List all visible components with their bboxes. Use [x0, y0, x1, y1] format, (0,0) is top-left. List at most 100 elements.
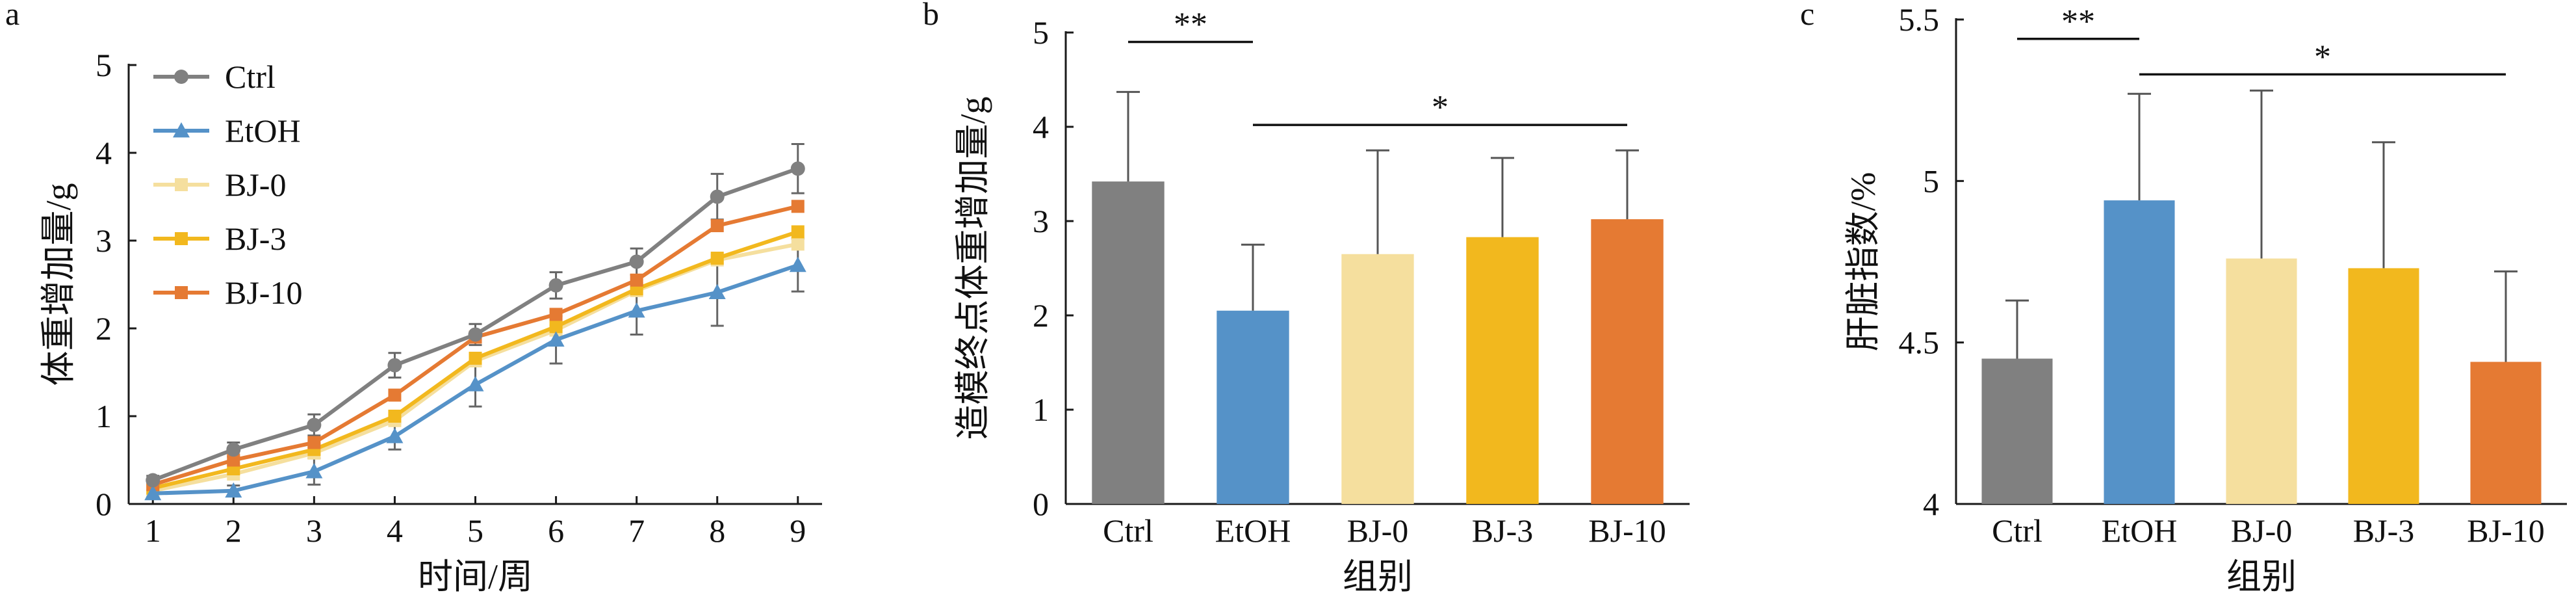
data-point-bj-10 [630, 273, 643, 287]
legend-marker-etoh [173, 122, 190, 138]
x-tick-label: 4 [387, 512, 403, 549]
data-point-bj-10 [710, 219, 724, 233]
x-tick-label-bj-3: BJ-3 [1472, 512, 1533, 549]
data-point-etoh [547, 331, 565, 347]
significance-marker: ** [1174, 7, 1207, 44]
x-tick-label: 3 [306, 512, 322, 549]
bar-bj-0 [1341, 254, 1414, 504]
data-point-ctrl [468, 327, 483, 342]
y-tick-label: 4 [1033, 109, 1049, 145]
legend-marker-ctrl [174, 70, 188, 84]
bar-ctrl [1092, 181, 1165, 504]
data-point-bj-3 [791, 225, 805, 239]
data-point-bj-10 [791, 200, 805, 213]
data-point-bj-10 [227, 453, 240, 467]
bar-etoh [1217, 310, 1289, 504]
x-tick-label-etoh: EtOH [2102, 512, 2178, 549]
y-tick-label: 0 [96, 486, 112, 522]
legend-label-bj-3: BJ-3 [225, 220, 286, 257]
panel-label-a: a [5, 0, 19, 32]
panel-label-b: b [923, 0, 939, 32]
y-tick-label: 3 [96, 222, 112, 259]
legend-label-etoh: EtOH [225, 112, 301, 149]
bar-bj-0 [2226, 258, 2297, 504]
data-point-ctrl [307, 417, 322, 432]
data-point-etoh [789, 256, 806, 272]
significance-marker: ** [2061, 3, 2095, 40]
data-point-ctrl [548, 278, 563, 293]
data-point-ctrl [629, 254, 644, 269]
data-point-ctrl [226, 442, 241, 457]
legend-marker-bj-0 [175, 178, 188, 191]
y-tick-label: 3 [1033, 203, 1049, 239]
legend-label-ctrl: Ctrl [225, 59, 276, 95]
y-tick-label: 4 [96, 135, 112, 171]
y-tick-label: 2 [1033, 297, 1049, 334]
data-point-etoh [708, 284, 726, 300]
y-tick-label: 0 [1033, 486, 1049, 522]
data-point-bj-0 [791, 237, 805, 251]
x-axis-title: 组别 [1343, 557, 1413, 595]
data-point-bj-3 [469, 351, 482, 365]
bar-bj-3 [2348, 268, 2419, 504]
legend-label-bj-0: BJ-0 [225, 166, 286, 203]
data-point-etoh [305, 463, 323, 479]
y-tick-label: 5 [1923, 163, 1939, 199]
x-tick-label-etoh: EtOH [1215, 512, 1291, 549]
y-tick-label: 4.5 [1899, 324, 1940, 361]
data-point-etoh [467, 376, 484, 391]
data-point-ctrl [790, 161, 805, 176]
x-tick-label: 1 [145, 512, 161, 549]
x-axis-title: 时间/周 [418, 557, 533, 595]
y-tick-label: 5 [96, 47, 112, 83]
y-axis-title: 体重增加量/g [39, 183, 78, 386]
data-point-ctrl [146, 473, 161, 488]
data-point-bj-10 [549, 308, 563, 321]
x-tick-label-ctrl: Ctrl [1992, 512, 2042, 549]
y-tick-label: 1 [96, 398, 112, 434]
legend-label-bj-10: BJ-10 [225, 274, 302, 311]
significance-marker: * [1432, 89, 1449, 126]
data-point-ctrl [387, 358, 402, 373]
bar-bj-10 [2470, 362, 2542, 504]
x-tick-label: 7 [628, 512, 645, 549]
x-tick-label: 8 [709, 512, 725, 549]
bar-etoh [2104, 200, 2175, 504]
data-point-etoh [386, 428, 404, 443]
y-axis-title: 肝脏指数/% [1844, 172, 1883, 352]
x-tick-label-bj-10: BJ-10 [2467, 512, 2544, 549]
data-point-etoh [628, 302, 645, 318]
data-point-bj-10 [307, 436, 321, 449]
bar-bj-10 [1591, 219, 1664, 504]
x-tick-label: 6 [548, 512, 564, 549]
significance-marker: * [2314, 38, 2331, 75]
data-point-bj-10 [388, 388, 402, 402]
y-tick-label: 5.5 [1899, 1, 1940, 38]
y-tick-label: 2 [96, 310, 112, 347]
y-tick-label: 4 [1923, 486, 1939, 522]
x-tick-label: 2 [225, 512, 242, 549]
x-tick-label-bj-0: BJ-0 [2231, 512, 2292, 549]
data-point-bj-3 [388, 410, 402, 423]
data-point-bj-3 [549, 320, 563, 334]
y-axis-title: 造模终点体重增加量/g [953, 96, 992, 440]
legend-marker-bj-10 [175, 286, 188, 299]
bar-ctrl [1981, 358, 2053, 504]
bar-bj-3 [1466, 237, 1539, 504]
x-tick-label-bj-3: BJ-3 [2353, 512, 2414, 549]
x-tick-label: 9 [790, 512, 806, 549]
y-tick-label: 5 [1033, 14, 1049, 51]
x-axis-title: 组别 [2226, 557, 2297, 595]
legend-marker-bj-3 [175, 232, 188, 245]
data-point-etoh [225, 482, 242, 498]
data-point-etoh [144, 484, 162, 501]
x-tick-label-ctrl: Ctrl [1103, 512, 1153, 549]
x-tick-label: 5 [467, 512, 483, 549]
x-tick-label-bj-10: BJ-10 [1588, 512, 1666, 549]
data-point-ctrl [710, 189, 725, 204]
y-tick-label: 1 [1033, 391, 1049, 428]
